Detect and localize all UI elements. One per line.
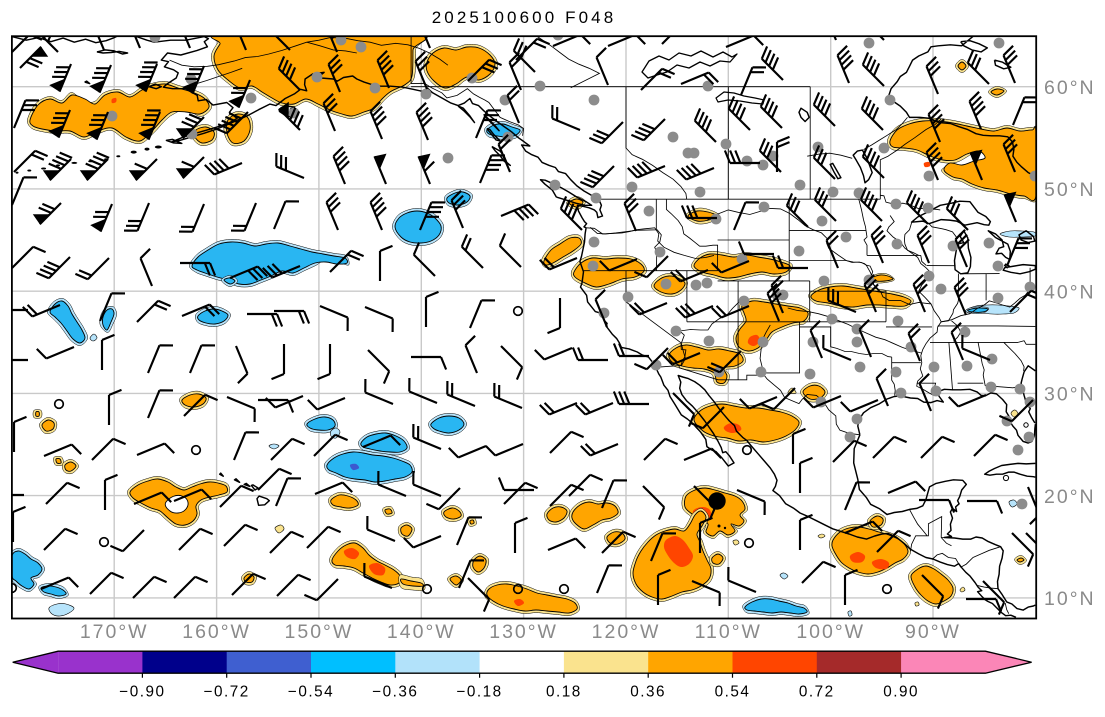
- svg-text:30°N: 30°N: [1044, 384, 1096, 406]
- svg-text:0.90: 0.90: [883, 684, 919, 701]
- svg-text:100°W: 100°W: [796, 621, 865, 643]
- svg-text:0.18: 0.18: [546, 684, 582, 701]
- svg-text:0.54: 0.54: [715, 684, 751, 701]
- svg-text:−0.54: −0.54: [288, 684, 334, 701]
- svg-text:20°N: 20°N: [1044, 486, 1096, 508]
- svg-text:2025100600 F048: 2025100600 F048: [432, 8, 617, 27]
- svg-text:50°N: 50°N: [1044, 179, 1096, 201]
- svg-text:160°W: 160°W: [182, 621, 251, 643]
- svg-text:−0.90: −0.90: [119, 684, 165, 701]
- svg-text:0.36: 0.36: [630, 684, 666, 701]
- svg-text:40°N: 40°N: [1044, 282, 1096, 304]
- svg-text:120°W: 120°W: [592, 621, 661, 643]
- svg-text:110°W: 110°W: [695, 621, 762, 643]
- svg-text:130°W: 130°W: [489, 621, 558, 643]
- svg-text:−0.18: −0.18: [456, 684, 502, 701]
- svg-text:150°W: 150°W: [285, 621, 354, 643]
- svg-text:−0.72: −0.72: [204, 684, 250, 701]
- svg-text:10°N: 10°N: [1044, 588, 1096, 610]
- svg-text:170°W: 170°W: [80, 621, 149, 643]
- svg-text:140°W: 140°W: [387, 621, 456, 643]
- svg-text:90°W: 90°W: [905, 621, 961, 643]
- svg-text:−0.36: −0.36: [372, 684, 418, 701]
- svg-text:60°N: 60°N: [1044, 77, 1096, 99]
- svg-text:0.72: 0.72: [799, 684, 835, 701]
